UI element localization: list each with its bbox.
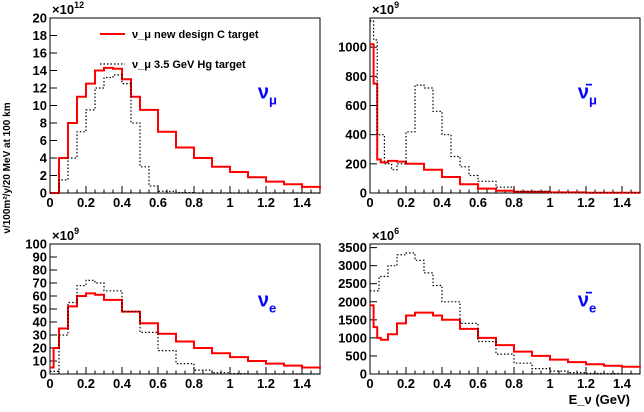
y-tick-label: 3500 (338, 240, 367, 255)
legend-label-series-1: ν_μ new design C target (132, 29, 259, 41)
y-tick-label: 50 (33, 302, 47, 317)
series-numubar-2 (370, 20, 641, 194)
y-tick-label: 0 (40, 186, 47, 201)
x-tick-label: 1.4 (293, 376, 312, 391)
y-exponent-label: ×1012 (52, 0, 84, 17)
x-tick-label: 1.2 (577, 195, 595, 210)
panel-title: ν̄e (578, 289, 596, 315)
y-tick-label: 60 (33, 289, 47, 304)
y-tick-label: 1000 (338, 330, 367, 345)
series-nuebar-1 (370, 304, 641, 368)
y-tick-label: 400 (345, 127, 367, 142)
y-tick-label: 6 (40, 133, 47, 148)
y-tick-label: 1500 (338, 312, 367, 327)
y-tick-label: 0 (360, 367, 367, 382)
panel-title: νμ (258, 82, 277, 108)
y-tick-label: 10 (33, 354, 47, 369)
x-tick-label: 0.6 (469, 376, 487, 391)
x-tick-label: 1.4 (613, 376, 632, 391)
y-tick-label: 12 (33, 81, 47, 96)
series-nuebar-2 (370, 252, 641, 375)
x-tick-label: 0.2 (77, 376, 95, 391)
y-tick-label: 3000 (338, 258, 367, 273)
y-tick-label: 10 (33, 98, 47, 113)
panel-numu: 0 0.2 0.4 0.6 0.8 1 1.2 1.4 0 2 4 6 8 10 12 14 16 18 20 ×10… (33, 0, 321, 210)
y-tick-label: 14 (33, 63, 48, 78)
panels: 0 0.2 0.4 0.6 0.8 1 1.2 1.402468101214161820×10… (25, 0, 641, 391)
y-tick-label: 200 (345, 156, 367, 171)
x-tick-label: 0 (366, 376, 373, 391)
x-tick-label: 1.4 (293, 195, 312, 210)
x-tick-label: 1.2 (257, 376, 275, 391)
x-tick-label: 0.8 (505, 376, 523, 391)
x-tick-label: 0.4 (433, 195, 452, 210)
y-tick-label: 1000 (338, 40, 367, 55)
x-tick-label: 0.8 (185, 376, 203, 391)
x-tick-label: 1 (226, 195, 233, 210)
x-tick-label: 0.4 (113, 195, 132, 210)
y-tick-label: 30 (33, 328, 47, 343)
y-exponent-label: ×109 (372, 0, 399, 17)
x-tick-label: 1 (546, 376, 553, 391)
series-nue-1 (50, 292, 321, 369)
x-tick-label: 1.4 (613, 195, 632, 210)
global-x-axis-label: E_ν (GeV) (569, 392, 630, 407)
y-tick-label: 40 (33, 315, 47, 330)
x-tick-label: 0.6 (469, 195, 487, 210)
y-tick-label: 80 (33, 263, 47, 278)
panel-nuebar: 0 0.2 0.4 0.6 0.8 1 1.2 1.4 0 500 1000 1500 2000 2500… (338, 226, 641, 391)
x-tick-label: 0.4 (433, 376, 452, 391)
x-tick-label: 0.8 (185, 195, 203, 210)
x-tick-label: 0.2 (397, 195, 415, 210)
series-numubar-1 (370, 43, 641, 194)
panel-numubar: 0 0.2 0.4 0.6 0.8 1 1.2 1.4 0 200 400 600 800 1000 ×10… (338, 0, 641, 210)
panel-title: νe (258, 289, 276, 315)
legend-label-series-2: ν_μ 3.5 GeV Hg target (132, 59, 246, 71)
y-tick-label: 800 (345, 69, 367, 84)
x-tick-label: 0 (366, 195, 373, 210)
plot-frame (49, 17, 321, 194)
panel-nue: 0 0.2 0.4 0.6 0.8 1 1.2 1.401020304050607080901… (25, 226, 321, 391)
y-exponent-label: ×106 (372, 226, 399, 243)
x-tick-label: 0.6 (149, 376, 167, 391)
y-tick-label: 4 (40, 151, 48, 166)
x-tick-label: 0.4 (113, 376, 132, 391)
y-tick-label: 70 (33, 276, 47, 291)
y-tick-label: 18 (33, 28, 47, 43)
x-tick-label: 1 (546, 195, 553, 210)
x-tick-label: 1.2 (257, 195, 275, 210)
x-tick-label: 0.8 (505, 195, 523, 210)
series-numu-1 (50, 66, 321, 194)
plot-frame (369, 17, 641, 194)
series-nue-2 (50, 279, 320, 375)
x-tick-label: 1 (226, 376, 233, 391)
y-tick-label: 20 (33, 11, 47, 26)
panel-title: ν̄μ (578, 82, 597, 108)
global-y-axis-label: ν/100m²/y/20 MeV at 100 km (2, 102, 13, 233)
y-tick-label: 90 (33, 250, 47, 265)
y-tick-label: 16 (33, 46, 47, 61)
y-tick-label: 2000 (338, 294, 367, 309)
y-exponent-label: ×109 (52, 226, 79, 243)
x-tick-label: 0.2 (397, 376, 415, 391)
y-tick-label: 20 (33, 341, 47, 356)
x-tick-label: 0.2 (77, 195, 95, 210)
x-tick-label: 0 (46, 195, 53, 210)
x-tick-label: 0 (46, 376, 53, 391)
y-tick-label: 2 (40, 168, 47, 183)
x-tick-label: 1.2 (577, 376, 595, 391)
x-tick-label: 0.6 (149, 195, 167, 210)
series-numu-2 (50, 74, 320, 194)
y-tick-label: 500 (345, 348, 367, 363)
y-tick-label: 100 (25, 237, 47, 252)
legend: ν_μ new design C target ν_μ 3.5 GeV Hg t… (100, 29, 259, 71)
y-tick-label: 8 (40, 116, 47, 131)
y-tick-label: 0 (360, 186, 367, 201)
plot-frame (49, 243, 321, 375)
y-tick-label: 600 (345, 98, 367, 113)
y-tick-label: 0 (40, 367, 47, 382)
y-tick-label: 2500 (338, 276, 367, 291)
